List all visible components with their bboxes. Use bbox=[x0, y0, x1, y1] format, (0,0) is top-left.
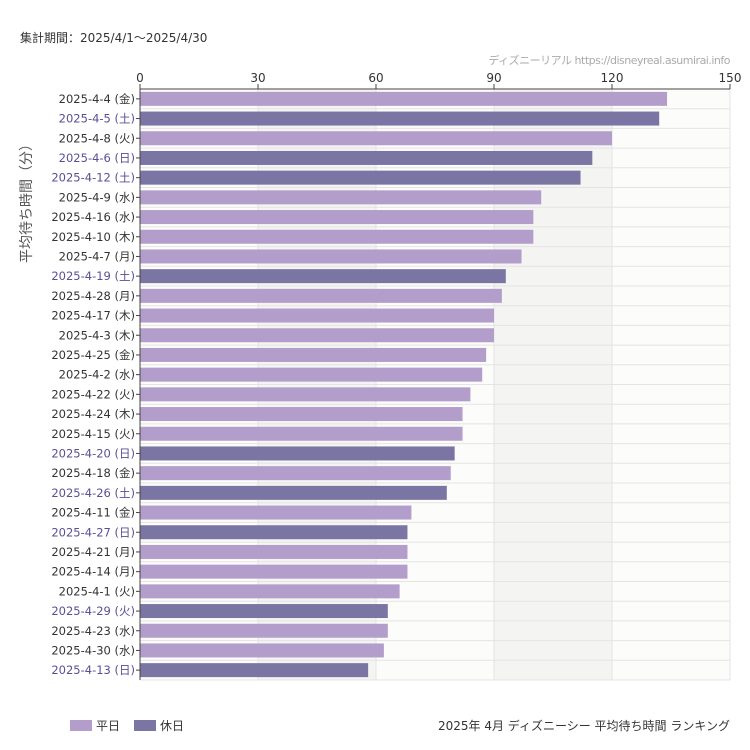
bar bbox=[140, 544, 408, 559]
bar bbox=[140, 150, 593, 165]
bar bbox=[140, 643, 384, 658]
bar bbox=[140, 288, 502, 303]
y-tick-label: 2025-4-10 (木) bbox=[51, 230, 135, 244]
y-tick-label: 2025-4-22 (火) bbox=[51, 387, 135, 401]
y-tick-label: 2025-4-26 (土) bbox=[51, 486, 135, 500]
bar bbox=[140, 584, 400, 599]
y-tick-label: 2025-4-28 (月) bbox=[51, 289, 135, 303]
y-tick-label: 2025-4-18 (金) bbox=[51, 466, 135, 480]
y-tick-label: 2025-4-13 (日) bbox=[51, 663, 135, 677]
bar bbox=[140, 466, 451, 481]
y-tick-label: 2025-4-23 (水) bbox=[51, 624, 135, 638]
bar bbox=[140, 131, 612, 146]
y-tick-label: 2025-4-20 (日) bbox=[51, 446, 135, 460]
y-tick-label: 2025-4-2 (水) bbox=[59, 368, 135, 382]
bar bbox=[140, 367, 483, 382]
bar bbox=[140, 564, 408, 579]
bar bbox=[140, 308, 494, 323]
y-tick-label: 2025-4-1 (火) bbox=[59, 584, 135, 598]
bar bbox=[140, 623, 388, 638]
y-tick-label: 2025-4-15 (火) bbox=[51, 427, 135, 441]
x-tick-label: 120 bbox=[601, 71, 624, 85]
bar bbox=[140, 328, 494, 343]
y-tick-label: 2025-4-24 (木) bbox=[51, 407, 135, 421]
bar bbox=[140, 485, 447, 500]
bar bbox=[140, 347, 487, 362]
y-tick-label: 2025-4-11 (金) bbox=[51, 506, 135, 520]
y-tick-label: 2025-4-19 (土) bbox=[51, 269, 135, 283]
y-tick-label: 2025-4-9 (水) bbox=[59, 190, 135, 204]
y-tick-label: 2025-4-3 (木) bbox=[59, 328, 135, 342]
y-tick-label: 2025-4-7 (月) bbox=[59, 249, 135, 263]
bar bbox=[140, 91, 668, 106]
bar bbox=[140, 426, 463, 441]
y-tick-label: 2025-4-4 (金) bbox=[59, 92, 135, 106]
bar bbox=[140, 111, 660, 126]
legend: 平日 休日 bbox=[70, 717, 184, 734]
legend-holiday: 休日 bbox=[134, 717, 184, 734]
y-tick-label: 2025-4-12 (土) bbox=[51, 171, 135, 185]
bar bbox=[140, 663, 369, 678]
chart-caption: 2025年 4月 ディズニーシー 平均待ち時間 ランキング bbox=[438, 719, 730, 733]
bar bbox=[140, 269, 506, 284]
y-tick-label: 2025-4-6 (日) bbox=[59, 151, 135, 165]
bar bbox=[140, 249, 522, 264]
credit-watermark: ディズニーリアル https://disneyreal.asumirai.inf… bbox=[488, 54, 730, 67]
bar bbox=[140, 505, 412, 520]
bar bbox=[140, 446, 455, 461]
bar bbox=[140, 170, 581, 185]
y-tick-label: 2025-4-8 (火) bbox=[59, 131, 135, 145]
y-tick-label: 2025-4-25 (金) bbox=[51, 348, 135, 362]
y-tick-label: 2025-4-14 (月) bbox=[51, 565, 135, 579]
legend-swatch-weekday bbox=[70, 720, 92, 731]
x-tick-label: 90 bbox=[486, 71, 501, 85]
legend-label: 休日 bbox=[160, 719, 185, 733]
bar bbox=[140, 210, 534, 225]
legend-swatch-holiday bbox=[134, 720, 157, 731]
bar bbox=[140, 604, 388, 619]
bar bbox=[140, 525, 408, 540]
y-tick-label: 2025-4-5 (土) bbox=[59, 112, 135, 126]
legend-label: 平日 bbox=[96, 719, 121, 733]
y-axis-label: 平均待ち時間（分） bbox=[19, 137, 35, 263]
bar bbox=[140, 190, 542, 205]
x-tick-label: 60 bbox=[368, 71, 383, 85]
y-tick-label: 2025-4-29 (火) bbox=[51, 604, 135, 618]
y-tick-label: 2025-4-16 (水) bbox=[51, 210, 135, 224]
y-tick-label: 2025-4-21 (月) bbox=[51, 545, 135, 559]
x-tick-label: 150 bbox=[719, 71, 742, 85]
y-tick-label: 2025-4-30 (水) bbox=[51, 643, 135, 657]
period-label: 集計期間：2025/4/1〜2025/4/30 bbox=[20, 31, 208, 45]
legend-weekday: 平日 bbox=[70, 717, 120, 734]
y-tick-label: 2025-4-27 (日) bbox=[51, 525, 135, 539]
bar bbox=[140, 407, 463, 422]
x-tick-label: 30 bbox=[250, 71, 265, 85]
y-tick-label: 2025-4-17 (木) bbox=[51, 309, 135, 323]
x-tick-label: 0 bbox=[136, 71, 144, 85]
bar bbox=[140, 387, 471, 402]
bar bbox=[140, 229, 534, 244]
